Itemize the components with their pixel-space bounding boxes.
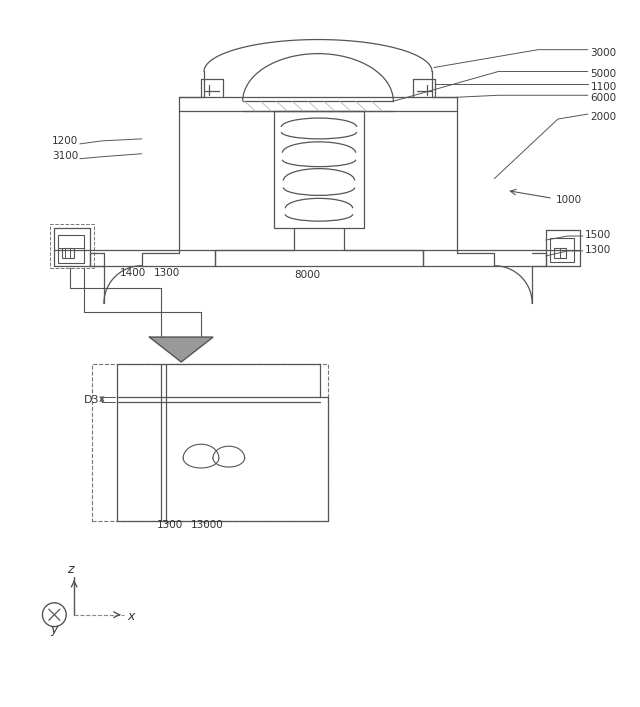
Text: 1300: 1300 bbox=[156, 520, 182, 530]
Text: 1200: 1200 bbox=[52, 136, 78, 146]
Text: 1500: 1500 bbox=[585, 230, 611, 240]
Text: 3100: 3100 bbox=[52, 151, 78, 160]
Text: y: y bbox=[51, 623, 58, 636]
Text: 1000: 1000 bbox=[556, 195, 582, 205]
Text: 2000: 2000 bbox=[591, 112, 617, 122]
Text: z: z bbox=[67, 563, 74, 576]
Text: 13000: 13000 bbox=[191, 520, 224, 530]
Text: 1300: 1300 bbox=[154, 268, 180, 278]
Polygon shape bbox=[150, 337, 213, 362]
Text: 1100: 1100 bbox=[591, 82, 617, 93]
Text: x: x bbox=[128, 610, 135, 623]
Text: 6000: 6000 bbox=[591, 93, 617, 103]
Text: 1300: 1300 bbox=[585, 245, 611, 255]
Text: D3: D3 bbox=[84, 395, 100, 404]
Text: 8000: 8000 bbox=[294, 269, 321, 280]
Text: 1400: 1400 bbox=[120, 268, 146, 278]
Text: 3000: 3000 bbox=[591, 47, 617, 58]
Text: 5000: 5000 bbox=[591, 69, 617, 79]
